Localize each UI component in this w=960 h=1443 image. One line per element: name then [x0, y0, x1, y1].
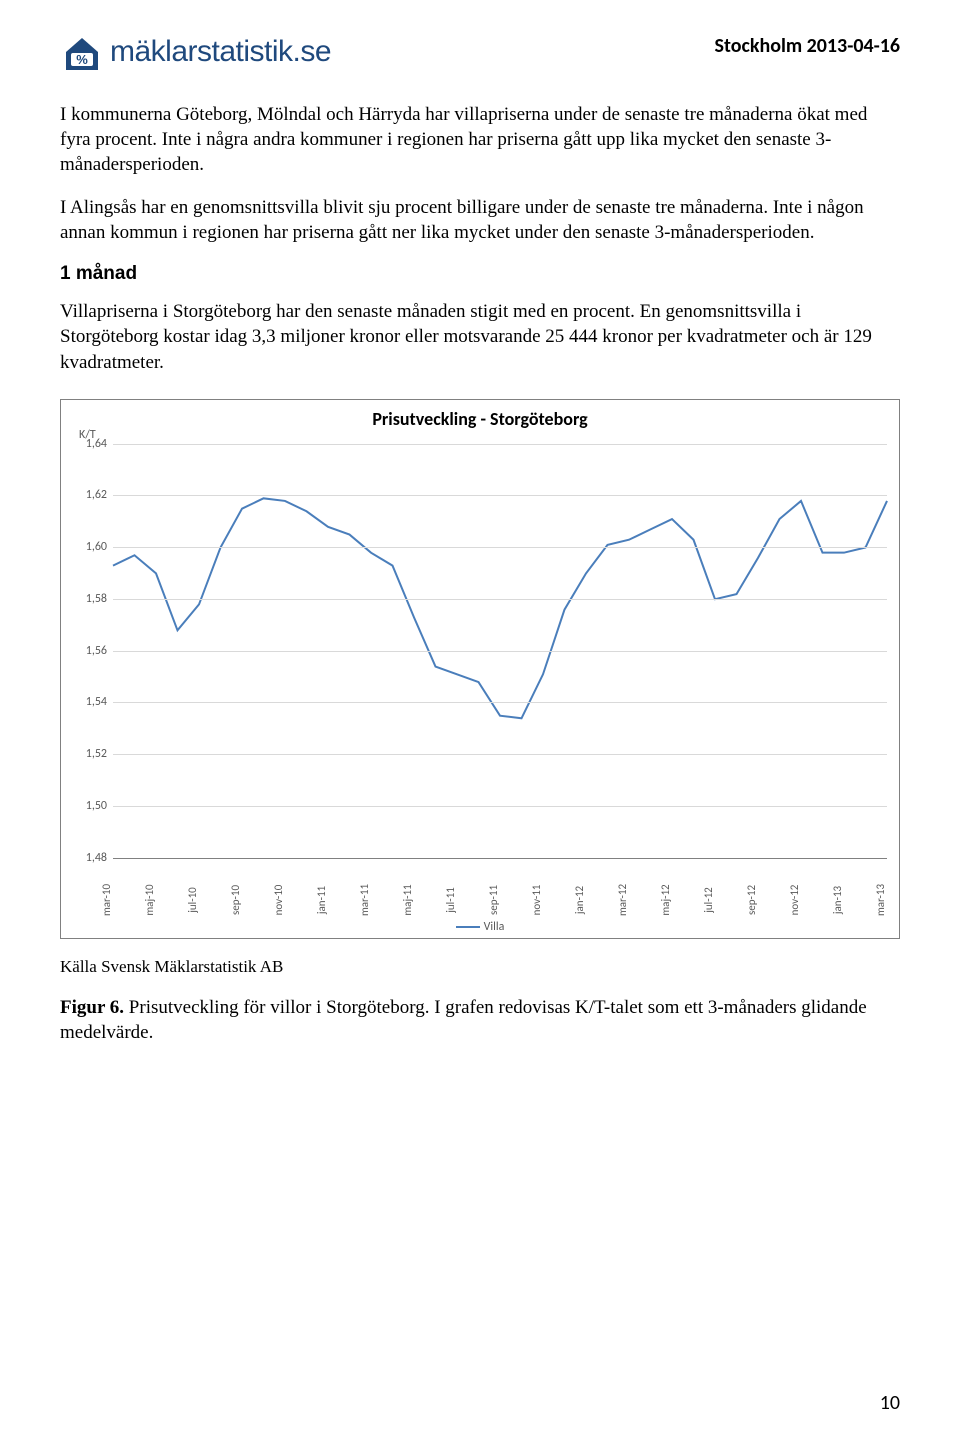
logo: % mäklarstatistik.se: [60, 30, 331, 74]
logo-icon: %: [60, 30, 104, 74]
paragraph-1: I kommunerna Göteborg, Mölndal och Härry…: [60, 102, 900, 177]
caption-text: Prisutveckling för villor i Storgöteborg…: [60, 997, 867, 1043]
legend-swatch: [456, 926, 480, 928]
paragraph-2: I Alingsås har en genomsnittsvilla blivi…: [60, 195, 900, 245]
figure-caption: Figur 6. Prisutveckling för villor i Sto…: [60, 995, 900, 1045]
chart-title: Prisutveckling - Storgöteborg: [61, 408, 899, 430]
plot-area: 1,481,501,521,541,561,581,601,621,64: [113, 444, 887, 858]
logo-text: mäklarstatistik.se: [110, 35, 331, 69]
page-header: % mäklarstatistik.se Stockholm 2013-04-1…: [60, 30, 900, 74]
section-heading: 1 månad: [60, 263, 900, 285]
line-chart: Prisutveckling - Storgöteborg K/T 1,481,…: [60, 399, 900, 939]
chart-source: Källa Svensk Mäklarstatistik AB: [60, 957, 900, 977]
svg-text:%: %: [76, 52, 88, 67]
legend-label: Villa: [484, 920, 505, 934]
x-axis-ticks: mar-10maj-10jul-10sep-10nov-10jan-11mar-…: [113, 858, 887, 908]
paragraph-3: Villapriserna i Storgöteborg har den sen…: [60, 299, 900, 374]
caption-figure-num: Figur 6.: [60, 997, 124, 1018]
document-date: Stockholm 2013-04-16: [715, 34, 900, 58]
chart-legend: Villa: [61, 920, 899, 934]
page-number: 10: [880, 1391, 900, 1415]
